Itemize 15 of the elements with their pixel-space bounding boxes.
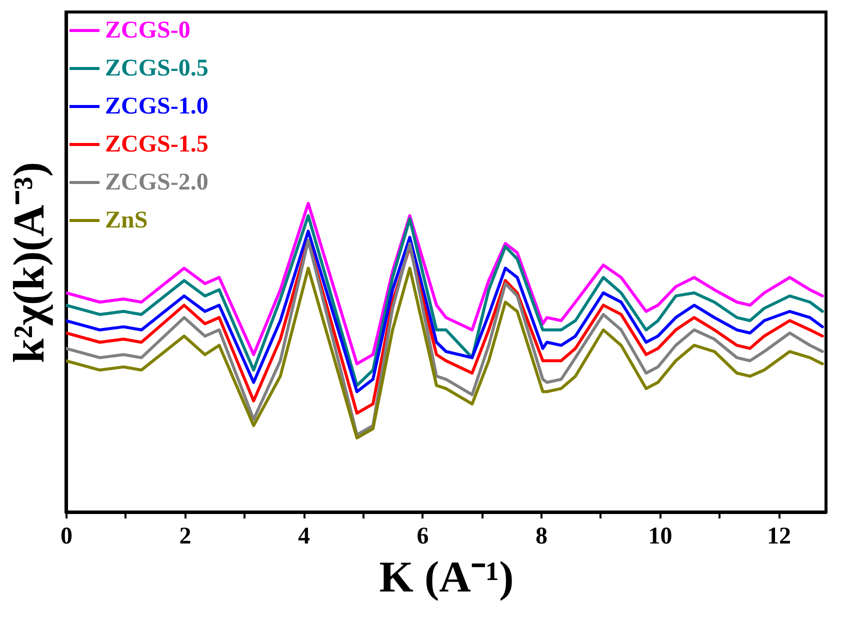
- x-tick-label: 6: [416, 524, 429, 550]
- legend-label: ZCGS-2.0: [105, 170, 208, 196]
- x-axis-title: K (A⁻¹): [379, 552, 514, 602]
- x-tick-label: 0: [60, 524, 72, 550]
- x-tick-label: 2: [179, 524, 192, 550]
- y-axis-title: k²χ(k)(A⁻³): [4, 162, 54, 364]
- x-tick-label: 10: [648, 524, 672, 550]
- x-tick-label: 8: [536, 524, 548, 550]
- legend-label: ZCGS-1.0: [105, 94, 208, 120]
- legend-label: ZCGS-0: [105, 18, 190, 44]
- legend-label: ZCGS-0.5: [105, 56, 208, 82]
- x-tick-label: 4: [298, 524, 310, 550]
- legend-label: ZCGS-1.5: [105, 132, 208, 158]
- legend-label: ZnS: [105, 208, 148, 234]
- x-tick-label: 12: [767, 524, 791, 550]
